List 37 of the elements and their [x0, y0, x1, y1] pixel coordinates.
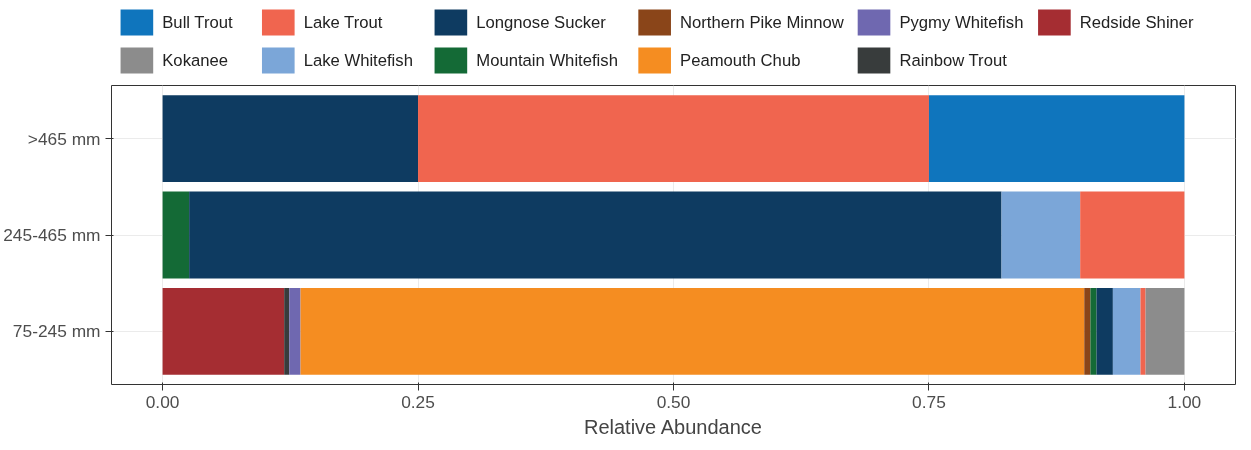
x-tick-label: 0.75	[912, 391, 946, 412]
bar	[162, 95, 419, 182]
legend-label: Lake Whitefish	[303, 51, 413, 70]
legend-label: Pygmy Whitefish	[899, 13, 1024, 32]
legend-label: Bull Trout	[162, 13, 233, 32]
bar	[189, 191, 1002, 279]
bar	[1090, 288, 1097, 375]
bar	[1145, 288, 1185, 375]
x-tick-label: 0.50	[656, 391, 691, 412]
y-tick-label: 75-245 mm	[12, 321, 101, 342]
y-tick-label: >465 mm	[27, 128, 101, 149]
x-tick-label: 0.00	[145, 391, 180, 412]
legend-label: Longnose Sucker	[476, 13, 607, 32]
bar	[162, 191, 190, 279]
bar	[1084, 288, 1091, 375]
bar	[284, 288, 290, 375]
legend-label: Northern Pike Minnow	[680, 13, 845, 32]
x-axis-title: Relative Abundance	[583, 415, 762, 438]
bar	[1001, 191, 1081, 279]
bar	[300, 288, 1085, 375]
legend-label: Lake Trout	[303, 13, 383, 32]
legend-label: Mountain Whitefish	[476, 51, 618, 70]
legend-label: Kokanee	[162, 51, 229, 70]
bar	[418, 95, 929, 182]
bar	[1096, 288, 1113, 375]
bar	[162, 288, 285, 375]
legend-label: Redside Shiner	[1079, 13, 1195, 32]
bar	[1112, 288, 1141, 375]
y-tick-label: 245-465 mm	[3, 225, 101, 245]
legend-label: Rainbow Trout	[899, 51, 1008, 70]
bar	[1140, 288, 1146, 375]
legend-label: Peamouth Chub	[680, 51, 801, 70]
bar	[928, 95, 1185, 182]
bar	[289, 288, 301, 375]
bar	[1080, 191, 1185, 279]
x-tick-label: 0.25	[401, 391, 435, 412]
x-tick-label: 1.00	[1167, 391, 1202, 412]
